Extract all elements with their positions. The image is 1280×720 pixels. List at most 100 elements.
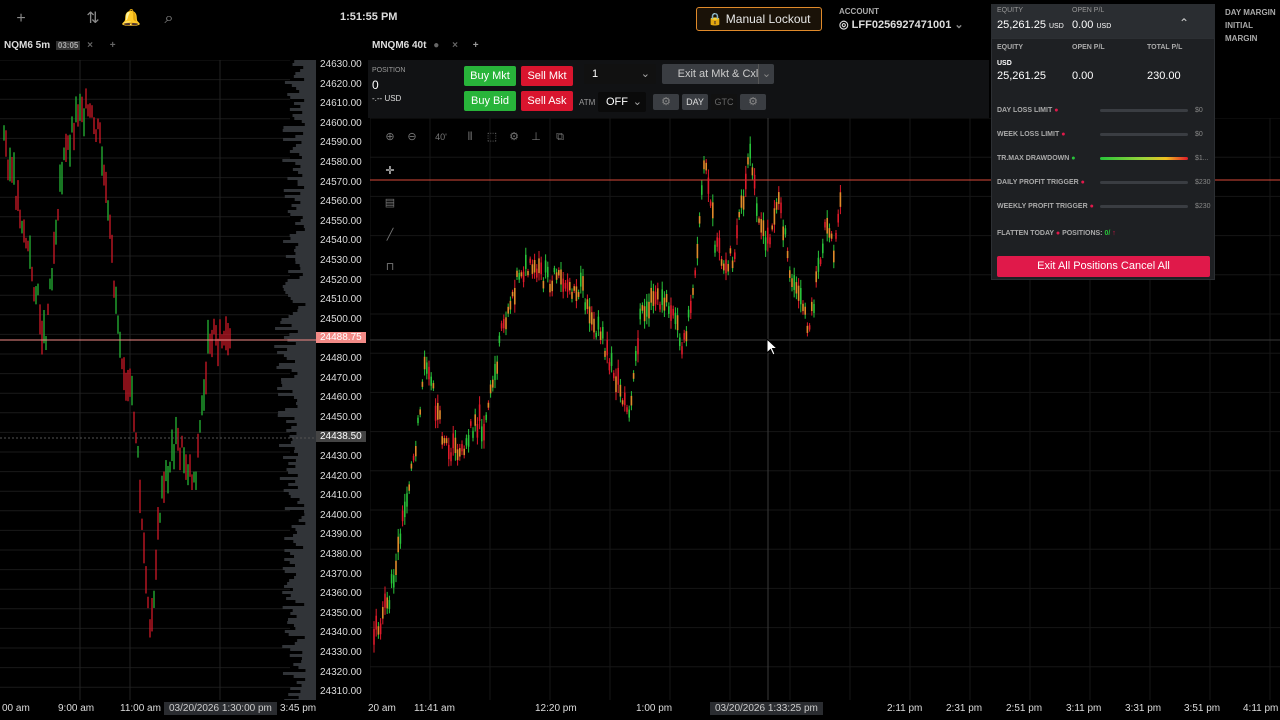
candle-body	[694, 270, 696, 276]
candle-body	[467, 434, 470, 447]
equity-summary-toggle[interactable]: EQUITY 25,261.25 USD OPEN P/L 0.00 USD ⌃	[991, 4, 1215, 38]
candle-body	[646, 301, 648, 317]
candle-body	[507, 306, 509, 314]
volume-profile-bar	[284, 195, 316, 198]
quantity-select[interactable]: 1 ⌄	[584, 64, 656, 84]
buy-bid-button[interactable]: Buy Bid	[464, 91, 516, 111]
indicators-icon[interactable]: ⊥	[531, 131, 541, 143]
volume-profile-bar	[282, 159, 316, 162]
add-tab-icon[interactable]: +	[472, 40, 479, 51]
volume-profile-bar	[304, 513, 316, 516]
lock-icon[interactable]: ⊓	[385, 261, 395, 273]
day-loss-limit-label: DAY LOSS LIMIT ●	[997, 107, 1059, 114]
candle-body	[483, 423, 485, 441]
left-chart[interactable]	[0, 60, 316, 700]
volume-profile-bar	[300, 201, 316, 204]
candle-body	[509, 300, 512, 310]
sell-ask-button[interactable]: Sell Ask	[521, 91, 573, 111]
candle-body	[692, 287, 694, 295]
volume-profile-bar	[288, 693, 316, 696]
candle-body	[494, 363, 496, 381]
select-area-icon[interactable]: ⬚	[486, 131, 498, 143]
candle-body	[665, 294, 668, 303]
candle-body	[784, 228, 787, 235]
candle-body	[652, 291, 655, 306]
close-icon[interactable]: ×	[452, 40, 458, 51]
buy-market-button[interactable]: Buy Mkt	[464, 66, 516, 86]
volume-profile-bar	[289, 654, 316, 657]
price-label: 24570.00	[320, 176, 362, 188]
atm-settings-icon[interactable]: ⚙	[653, 94, 679, 110]
exit-all-positions-button[interactable]: Exit All Positions Cancel All	[997, 256, 1210, 277]
timeframe-button[interactable]: 40'	[435, 132, 447, 142]
candle-body	[707, 177, 710, 194]
candle-body	[448, 444, 450, 460]
volume-profile-bar	[292, 588, 316, 591]
add-tab-icon[interactable]: +	[109, 40, 116, 51]
volume-profile-bar	[295, 465, 316, 468]
candle-body	[635, 351, 637, 361]
volume-profile-bar	[297, 330, 316, 333]
volume-profile-bar	[286, 429, 316, 432]
candle-body	[555, 272, 558, 280]
volume-profile-bar	[295, 528, 316, 531]
plus-icon[interactable]: +	[16, 10, 26, 27]
candle-body	[399, 533, 402, 544]
candle-body	[470, 421, 472, 426]
volume-profile-bar	[296, 573, 316, 576]
candle-body	[439, 410, 441, 420]
atm-select[interactable]: OFF ⌄	[598, 92, 646, 112]
candle-body	[388, 600, 391, 609]
search-icon[interactable]: ⌕	[164, 10, 174, 27]
tif-gtc-button[interactable]: GTC	[711, 94, 737, 110]
tif-day-button[interactable]: DAY	[682, 94, 708, 110]
volume-profile-bar	[279, 444, 316, 447]
time-label: 12:20 pm	[535, 703, 577, 714]
manual-lockout-button[interactable]: 🔒 Manual Lockout	[696, 7, 822, 31]
volume-profile-bar	[294, 417, 316, 420]
candle-body	[727, 263, 729, 272]
candle-body	[511, 291, 514, 297]
draw-line-icon[interactable]: ╱	[386, 229, 394, 241]
volume-profile-bar	[288, 483, 316, 486]
tab-left-chart[interactable]: NQM6 5m 03:05 × +	[4, 40, 116, 56]
order-settings-icon[interactable]: ⚙	[740, 94, 766, 110]
bell-icon[interactable]: 🔔	[121, 10, 141, 27]
transfer-icon[interactable]: ⇅	[86, 10, 100, 27]
candle-body	[729, 248, 732, 254]
volume-profile-bar	[296, 87, 316, 90]
candle-body	[393, 575, 395, 588]
daily-profit-trigger-bar	[1100, 181, 1188, 184]
volume-profile-bar	[300, 690, 316, 693]
zoom-in-icon[interactable]: ⊕	[385, 131, 395, 143]
copy-icon[interactable]: ⧉	[556, 131, 564, 143]
settings-icon[interactable]: ⚙	[509, 131, 519, 143]
candle-body	[745, 173, 747, 190]
candle-body	[690, 300, 692, 313]
close-icon[interactable]: ×	[87, 40, 93, 51]
notes-icon[interactable]: ▤	[384, 197, 396, 209]
candle-body	[641, 305, 644, 311]
volume-profile-bar	[296, 615, 316, 618]
volume-profile-bar	[282, 567, 316, 570]
atm-label: ATM	[579, 98, 596, 107]
sell-market-button[interactable]: Sell Mkt	[521, 66, 573, 86]
crosshair-icon[interactable]: ✛	[385, 165, 395, 177]
time-label: 2:31 pm	[946, 703, 983, 714]
candle-body	[553, 267, 556, 273]
price-label: 24330.00	[320, 647, 362, 658]
tab-main-chart[interactable]: MNQM6 40t ● × +	[372, 40, 479, 56]
price-label: 24620.00	[320, 78, 362, 90]
zoom-out-icon[interactable]: ⊖	[407, 131, 417, 143]
candle-body	[478, 404, 481, 421]
candle-body	[544, 260, 547, 273]
volume-profile-bar	[295, 222, 316, 225]
volume-profile-bar	[299, 90, 316, 93]
candle-type-icon[interactable]: ⫴	[467, 131, 473, 143]
account-selector[interactable]: ◎ LFF0256927471001 ⌄	[839, 18, 964, 31]
volume-profile-bar	[305, 522, 316, 525]
time-label: 3:11 pm	[1066, 703, 1102, 714]
candle-body	[384, 593, 386, 608]
candle-body	[386, 597, 388, 609]
exit-cancel-button[interactable]: Exit at Mkt & Cxl ⌄	[662, 64, 774, 84]
